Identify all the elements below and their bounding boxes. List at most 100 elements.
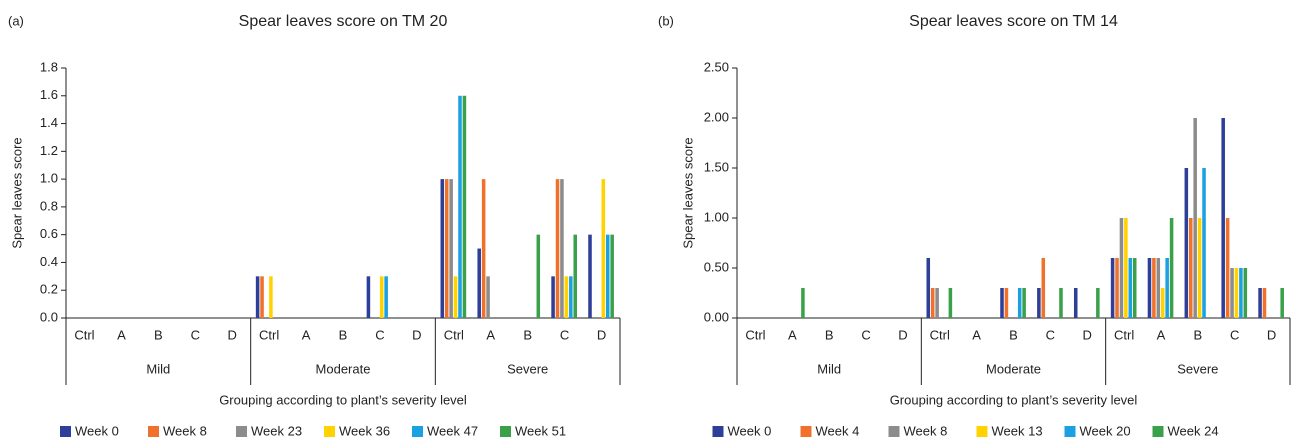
bar <box>366 276 371 318</box>
bar <box>573 234 578 318</box>
x-tick-label: B <box>339 327 348 342</box>
group-label: Moderate <box>316 361 371 376</box>
y-tick-label: 1.4 <box>40 115 58 130</box>
y-axis-title: Spear leaves score <box>680 137 695 248</box>
bar <box>1225 218 1230 318</box>
legend-swatch <box>976 426 988 437</box>
bar <box>1193 118 1197 318</box>
bar <box>1124 218 1128 318</box>
bar <box>1147 258 1152 318</box>
x-tick-label: B <box>1009 327 1018 342</box>
legend-label: Week 23 <box>251 423 302 438</box>
chart-title: Spear leaves score on TM 20 <box>239 13 448 30</box>
legend-swatch <box>148 426 159 437</box>
legend-swatch <box>712 426 724 437</box>
legend-label: Week 24 <box>1168 423 1219 438</box>
x-tick-label: B <box>523 327 532 342</box>
legend-swatch <box>412 426 423 437</box>
bar <box>1119 218 1124 318</box>
bar <box>1197 218 1202 318</box>
legend-label: Week 4 <box>816 423 860 438</box>
bar <box>1128 258 1133 318</box>
bar <box>948 288 953 318</box>
bar <box>449 179 453 318</box>
x-tick-label: D <box>1267 327 1276 342</box>
bar <box>481 179 486 318</box>
x-axis-title: Grouping according to plant’s severity l… <box>890 392 1138 407</box>
legend-label: Week 20 <box>1080 423 1131 438</box>
x-tick-label: D <box>1083 327 1092 342</box>
group-label: Mild <box>146 361 170 376</box>
group-label: Moderate <box>986 361 1041 376</box>
y-tick-label: 1.6 <box>40 87 58 102</box>
x-tick-label: C <box>1230 327 1239 342</box>
bar <box>564 276 569 318</box>
y-tick-label: 1.50 <box>704 159 729 174</box>
bar <box>260 276 264 318</box>
y-tick-label: 0.4 <box>40 254 58 269</box>
bar <box>1184 168 1189 318</box>
y-tick-label: 2.50 <box>704 59 729 74</box>
bar <box>444 179 449 318</box>
x-tick-label: Ctrl <box>930 327 950 342</box>
x-tick-label: B <box>825 327 834 342</box>
bar <box>1160 288 1165 318</box>
y-tick-label: 0.2 <box>40 282 58 297</box>
bar <box>801 288 805 318</box>
legend-swatch <box>1152 426 1164 437</box>
legend-label: Week 0 <box>728 423 772 438</box>
x-tick-label: C <box>560 327 569 342</box>
bar <box>379 276 384 318</box>
bar <box>1022 288 1026 318</box>
y-tick-label: 1.0 <box>40 171 58 186</box>
bar <box>1110 258 1115 318</box>
x-tick-label: C <box>191 327 200 342</box>
group-label: Mild <box>817 361 841 376</box>
y-tick-label: 0.00 <box>704 309 729 324</box>
y-tick-label: 1.8 <box>40 59 58 74</box>
bar <box>560 179 564 318</box>
bar <box>1000 288 1004 318</box>
bar <box>1096 288 1100 318</box>
bar <box>1152 258 1156 318</box>
bar <box>1017 288 1022 318</box>
x-tick-label: C <box>861 327 870 342</box>
bar <box>1073 288 1078 318</box>
x-tick-label: Ctrl <box>74 327 94 342</box>
x-axis-title: Grouping according to plant’s severity l… <box>219 392 467 407</box>
bar <box>601 179 606 318</box>
y-tick-label: 1.2 <box>40 143 58 158</box>
bar <box>1243 268 1248 318</box>
x-tick-label: Ctrl <box>1114 327 1134 342</box>
y-tick-label: 0.50 <box>704 259 729 274</box>
x-tick-label: A <box>486 327 495 342</box>
legend-swatch <box>1064 426 1076 437</box>
bar <box>462 95 467 319</box>
x-tick-label: C <box>375 327 384 342</box>
x-tick-label: D <box>412 327 421 342</box>
legend-label: Week 13 <box>992 423 1043 438</box>
x-tick-label: A <box>1157 327 1166 342</box>
bar <box>453 276 458 318</box>
x-tick-label: Ctrl <box>259 327 279 342</box>
bar <box>605 234 610 318</box>
x-tick-label: A <box>117 327 126 342</box>
bar <box>1262 288 1267 318</box>
bar <box>1041 258 1046 318</box>
y-tick-label: 0.0 <box>40 309 58 324</box>
bar <box>440 179 445 318</box>
x-tick-label: Ctrl <box>444 327 464 342</box>
x-tick-label: Ctrl <box>745 327 765 342</box>
y-tick-label: 2.00 <box>704 109 729 124</box>
bar <box>1165 258 1169 318</box>
bar <box>926 258 931 318</box>
bar <box>1188 218 1193 318</box>
x-tick-label: C <box>1046 327 1055 342</box>
bar <box>486 276 490 318</box>
legend-swatch <box>500 426 511 437</box>
bar <box>1037 288 1041 318</box>
bar <box>1230 268 1234 318</box>
bar <box>269 276 273 318</box>
legend-swatch <box>236 426 247 437</box>
